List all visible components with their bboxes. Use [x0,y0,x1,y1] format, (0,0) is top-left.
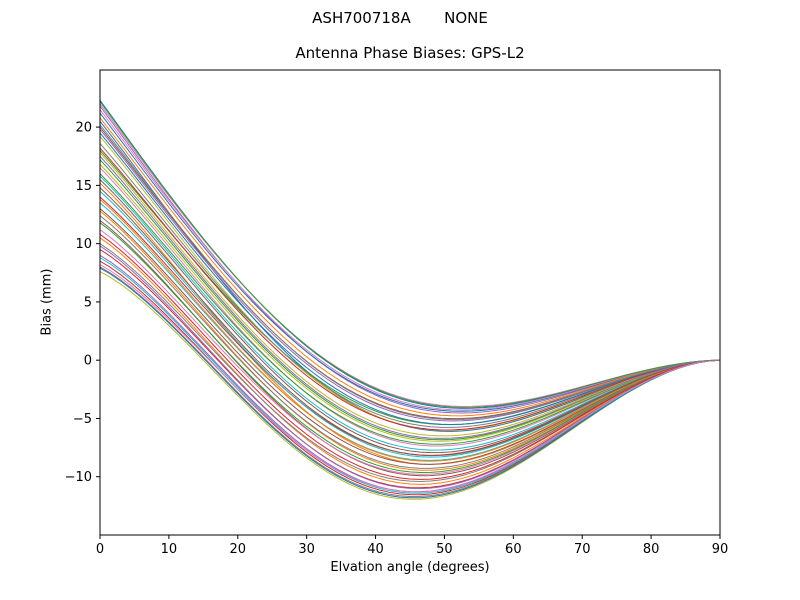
y-tick-label: 20 [75,121,92,136]
series-line [99,249,721,489]
x-tick-label: 30 [298,542,315,557]
series-line [99,237,721,485]
x-tick-label: 50 [436,542,453,557]
series-line [99,109,721,411]
series-line [99,147,721,431]
x-tick-label: 90 [712,542,729,557]
series-line [99,215,721,469]
series-line [99,175,721,451]
y-tick-label: −10 [65,470,92,485]
axes-box [99,69,721,536]
series-line [99,164,721,442]
x-tick-label: 80 [643,542,660,557]
series-line [99,187,721,457]
series-line [99,198,721,462]
series-line [99,132,721,426]
x-tick-label: 70 [574,542,591,557]
y-tick-label: 10 [75,237,92,252]
series-line [99,101,721,408]
series-line [99,152,721,437]
series-line [99,179,721,454]
figure-suptitle: ASH700718A NONE [312,9,488,27]
series-line [99,167,721,447]
series-line [99,245,721,490]
x-tick-label: 20 [230,542,247,557]
series-line [99,233,721,480]
series-line [99,257,721,494]
series-line [99,208,721,465]
x-axis-label: Elvation angle (degrees) [330,560,490,575]
series-line [99,222,721,473]
series-line [99,254,721,493]
series-line [99,117,721,417]
series-line [99,100,721,409]
x-tick-label: 10 [161,542,178,557]
y-tick-label: 0 [84,354,92,369]
series-line [99,155,721,439]
series-line [99,267,721,499]
x-tick-label: 40 [367,542,384,557]
y-tick-label: 5 [84,295,92,310]
series-line [99,124,721,421]
x-tick-label: 0 [96,542,104,557]
series-line [99,264,721,493]
series-line [99,112,721,412]
series-line [99,243,721,482]
y-axis-label: Bias (mm) [39,268,55,336]
y-tick-label: 15 [75,179,92,194]
series-line [99,173,721,445]
series-line [99,103,721,407]
y-tick-label: −5 [73,412,92,427]
x-tick-label: 60 [505,542,522,557]
axes-title: Antenna Phase Biases: GPS-L2 [295,44,525,62]
series-line [99,143,721,428]
